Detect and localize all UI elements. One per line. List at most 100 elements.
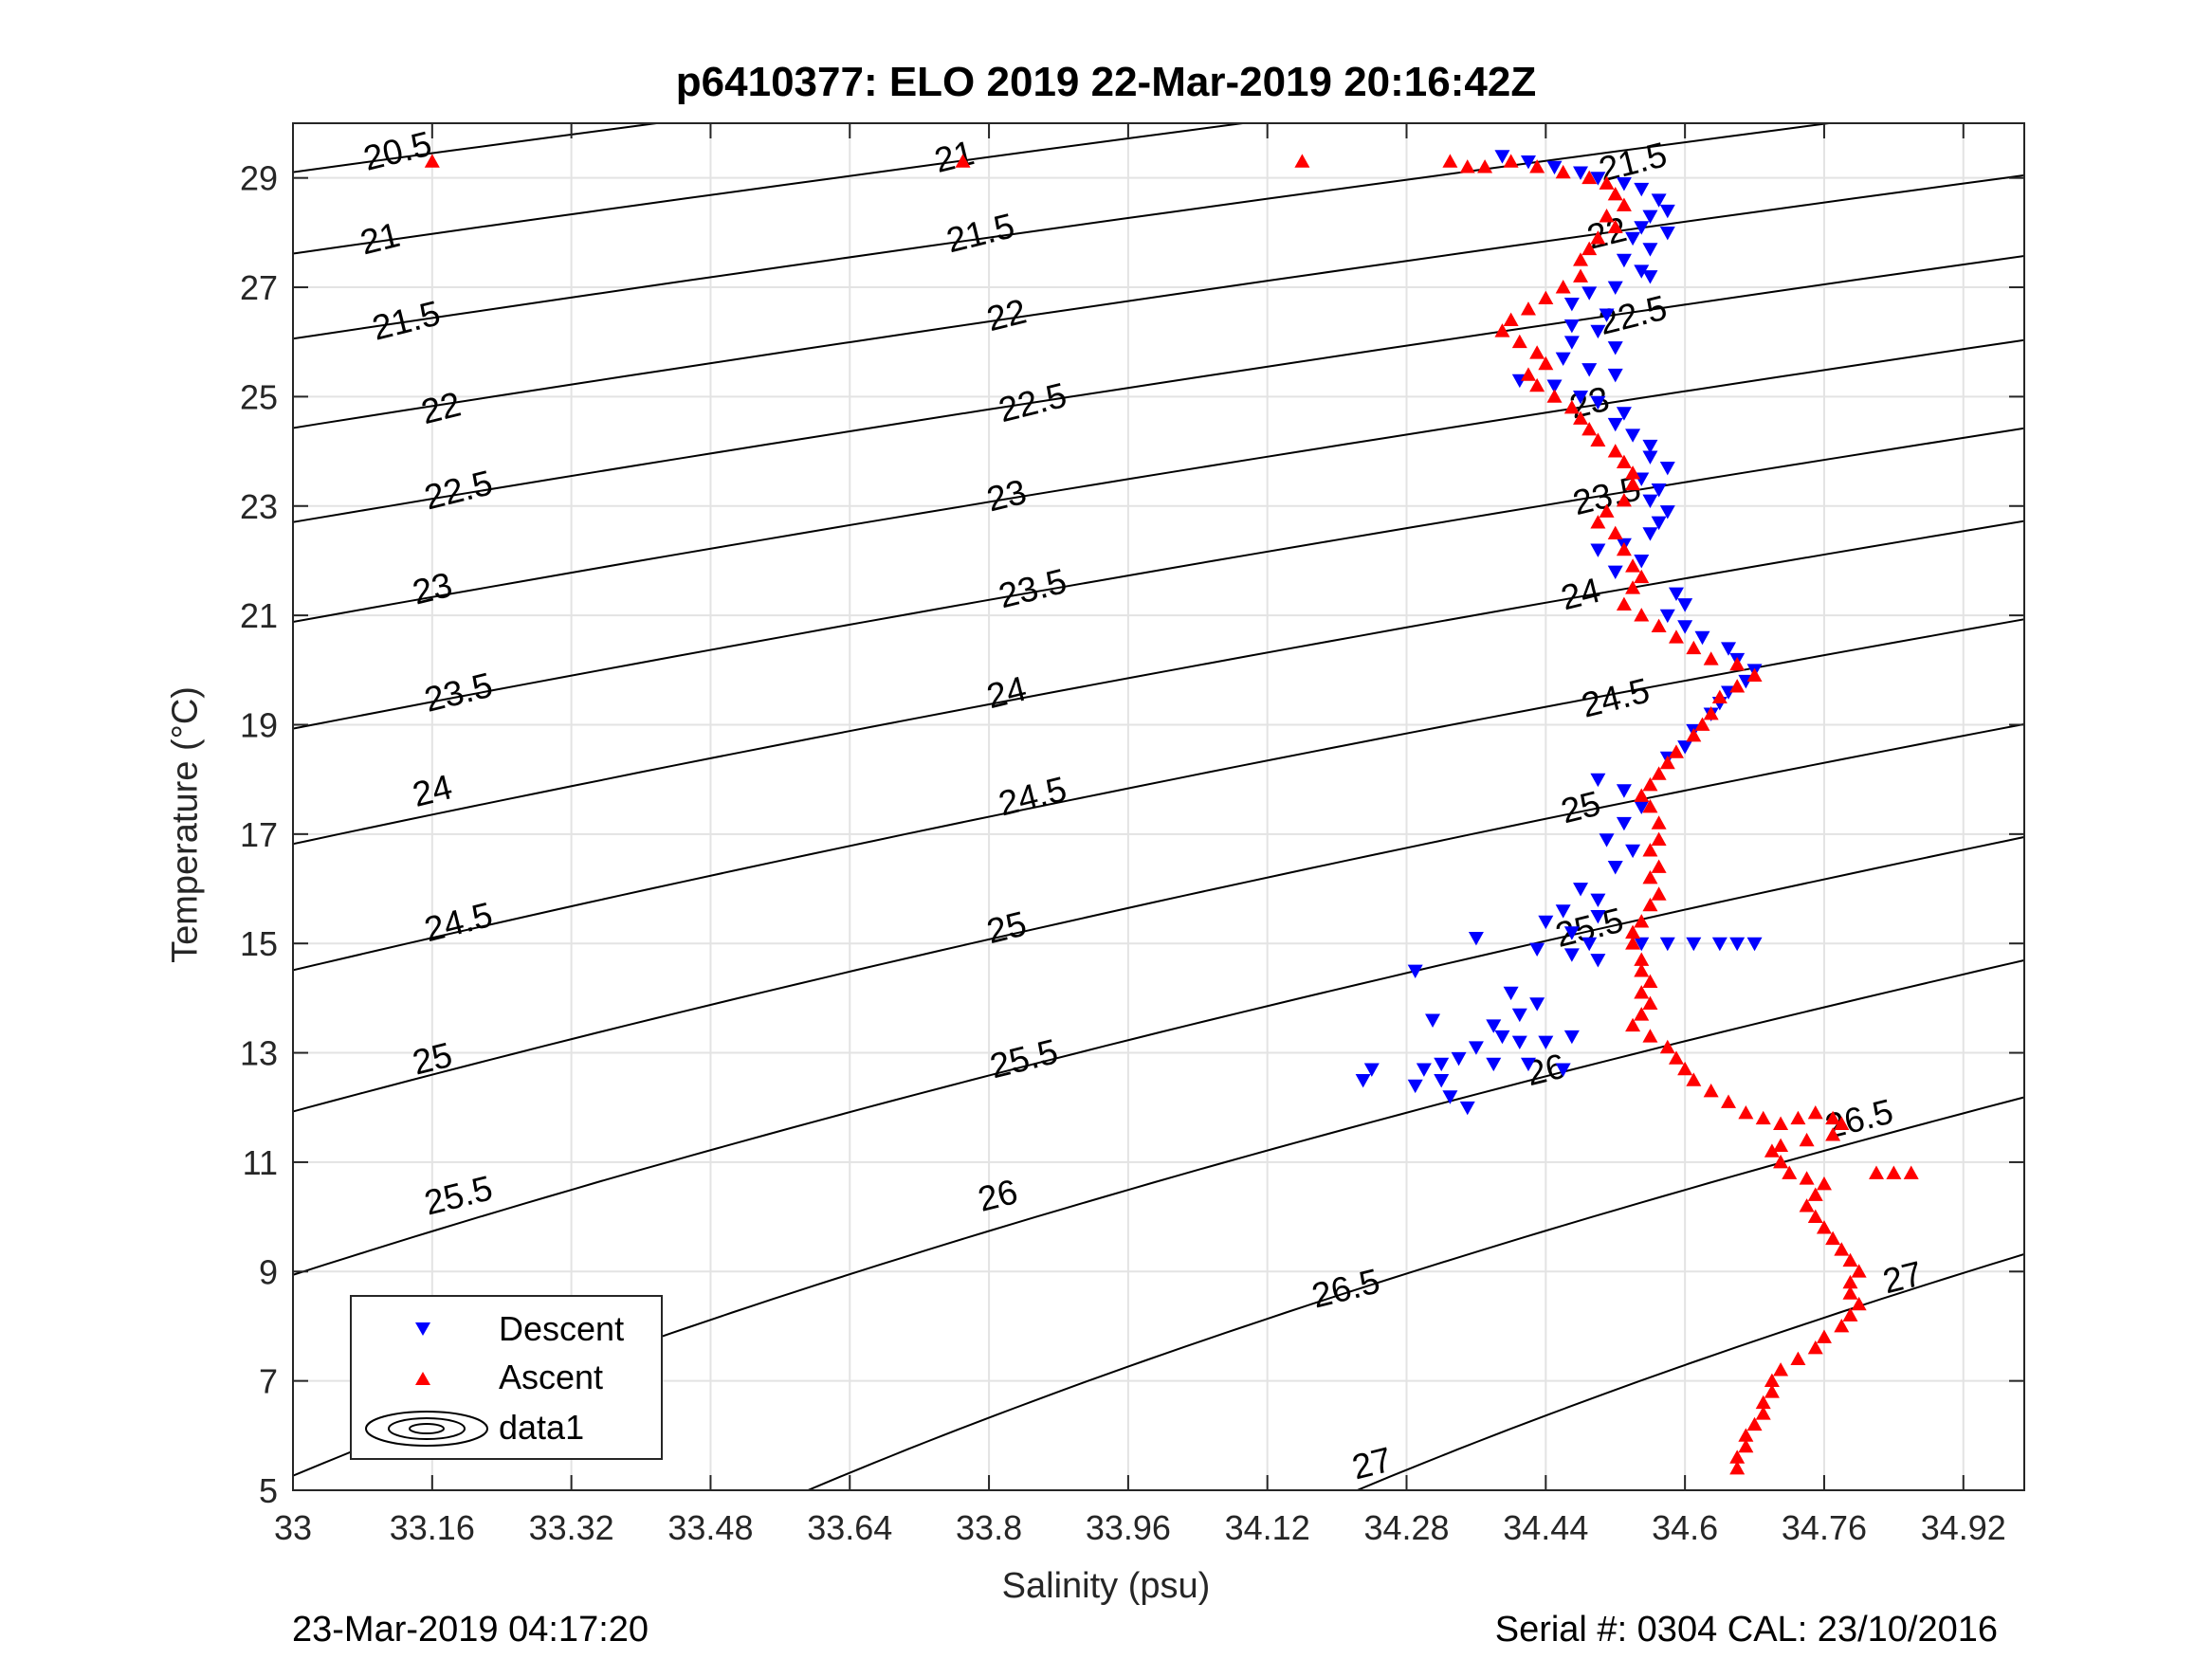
ascent-point [1442,154,1458,168]
ascent-point [955,154,971,168]
ascent-point [1642,799,1658,813]
ascent-point [1738,1428,1754,1442]
descent-point [1590,172,1606,186]
ascent-point [1651,831,1667,847]
ascent-point [1616,541,1632,556]
descent-point [1721,642,1737,656]
isopycnal-line [293,254,2024,523]
plot-frame [292,122,2025,1491]
ascent-point [1834,1318,1850,1333]
descent-point [1634,555,1650,569]
ascent-point [1503,312,1519,327]
legend-data1-label: data1 [499,1408,584,1447]
ascent-point [1555,280,1571,294]
descent-point [1634,937,1650,952]
y-tick-label: 19 [240,705,278,744]
isopycnal-line [293,958,2024,1477]
descent-point [1642,494,1658,508]
ascent-point [1738,1105,1754,1120]
descent-point [1607,565,1623,579]
ascent-point [1573,410,1589,425]
descent-point [1546,379,1563,393]
isopycnal-line [293,835,2024,1276]
x-tick-label: 34.6 [1652,1508,1718,1547]
ascent-point [1616,596,1632,611]
ascent-point [1746,667,1763,682]
ascent-point [1842,1307,1858,1322]
ascent-point [1625,1017,1641,1032]
ascent-point [1625,558,1641,573]
ascent-point [1616,197,1632,211]
isopycnal-line [293,520,2024,846]
ascent-point [1790,1110,1806,1125]
descent-point [1694,630,1710,646]
descent-series [1355,150,1763,1116]
ascent-point [1294,154,1310,168]
x-tick-label: 33.32 [529,1508,614,1547]
descent-point [1642,270,1658,284]
ascent-point [1625,936,1641,950]
contour-label: 24 [983,668,1031,716]
descent-point [1459,1101,1475,1116]
ascent-point [1842,1285,1858,1300]
ascent-point [1538,356,1554,371]
legend-descent-marker [415,1322,430,1336]
descent-point [1642,450,1658,465]
x-tick-label: 34.44 [1503,1508,1588,1547]
descent-point [1590,395,1606,410]
ascent-point [1773,1362,1789,1376]
contour-label: 23 [409,565,456,612]
ascent-point [1668,1050,1684,1065]
ascent-point [1773,1138,1789,1153]
contour-label: 25 [409,1035,456,1083]
legend-box [350,1295,663,1460]
descent-point [1599,308,1615,322]
ascent-point [1642,869,1658,884]
ascent-point [1782,1165,1798,1179]
ascent-point [1816,1329,1832,1343]
descent-point [1642,243,1658,257]
descent-point [1590,954,1606,968]
descent-point [1634,800,1650,814]
descent-point [1486,1019,1502,1033]
contour-label: 22.5 [995,375,1070,429]
descent-point [1563,319,1580,334]
x-tick-label: 33.96 [1086,1508,1171,1547]
descent-point [1625,844,1641,859]
descent-point [1590,324,1606,339]
ascent-point [1529,377,1545,392]
descent-point [1573,883,1589,897]
x-tick-label: 33.64 [807,1508,892,1547]
ascent-point [1816,1220,1832,1234]
y-tick-label: 7 [259,1362,278,1401]
ascent-point [1607,186,1623,201]
descent-point [1451,1051,1467,1066]
ascent-point [1869,1165,1885,1179]
descent-point [1416,1063,1432,1077]
descent-point [1659,937,1675,952]
ascent-point [1773,1154,1789,1169]
descent-point [1529,997,1545,1012]
ascent-point [1755,1406,1771,1420]
descent-point [1494,1030,1510,1045]
descent-point [1581,363,1598,377]
descent-point [1511,1035,1527,1050]
ascent-point [1816,1176,1832,1191]
descent-point [1486,1057,1502,1072]
contour-label: 23.5 [995,561,1070,615]
ascent-point [1642,843,1658,857]
ascent-point [1825,1127,1841,1141]
ascent-point [1477,159,1493,173]
descent-point [1434,1057,1450,1072]
descent-point [1607,861,1623,875]
ascent-point [1642,1029,1658,1043]
x-axis-label: Salinity (psu) [1001,1566,1211,1606]
y-tick-label: 23 [240,487,278,526]
x-tick-label: 33 [274,1508,312,1547]
isopycnal-line [293,427,2024,730]
ascent-point [1703,705,1719,720]
descent-point [1407,1079,1423,1094]
ascent-point [1634,952,1650,966]
ascent-point [1842,1252,1858,1267]
